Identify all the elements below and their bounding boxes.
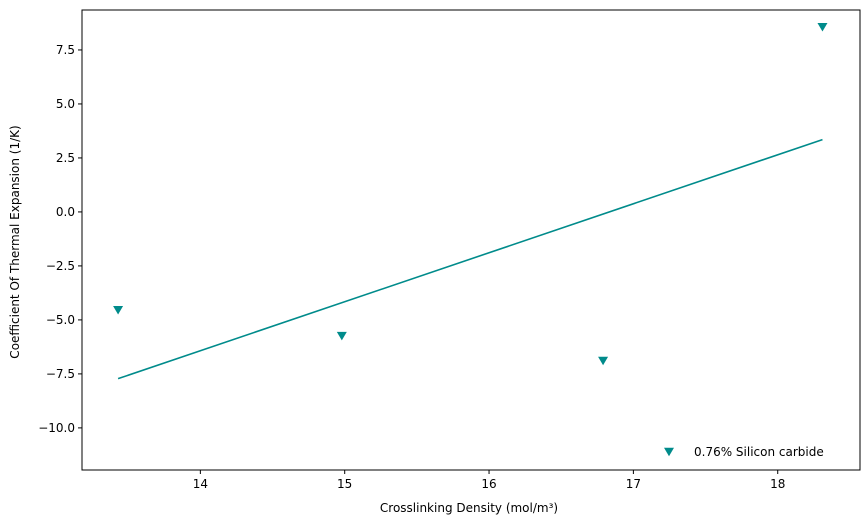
- y-axis-label: Coefficient Of Thermal Expansion (1/K): [8, 125, 22, 358]
- y-tick-label: −7.5: [46, 367, 75, 381]
- x-axis-ticks: 14 15 16 17 18: [193, 470, 785, 491]
- data-point: [598, 356, 609, 366]
- data-point: [113, 305, 124, 315]
- data-points: [113, 23, 828, 366]
- x-axis-label: Crosslinking Density (mol/m³): [380, 501, 558, 515]
- y-tick-label: 0.0: [56, 205, 75, 219]
- x-tick-label: 17: [626, 477, 641, 491]
- trend-line-group: [117, 138, 823, 380]
- data-point: [817, 23, 828, 32]
- x-tick-label: 14: [193, 477, 208, 491]
- plot-frame: [81, 9, 861, 471]
- x-tick-label: 18: [770, 477, 785, 491]
- y-tick-label: −10.0: [38, 421, 75, 435]
- y-axis-ticks: −10.0 −7.5 −5.0 −2.5 0.0 2.5 5.0 7.5: [38, 43, 82, 435]
- x-tick-label: 16: [481, 477, 496, 491]
- y-tick-label: 5.0: [56, 97, 75, 111]
- trend-line: [117, 138, 823, 380]
- y-tick-label: −2.5: [46, 259, 75, 273]
- y-tick-label: −5.0: [46, 313, 75, 327]
- data-point: [336, 331, 347, 341]
- axes-frame: [81, 9, 861, 471]
- legend-marker: [664, 447, 674, 457]
- legend-label: 0.76% Silicon carbide: [694, 445, 824, 459]
- legend: 0.76% Silicon carbide: [664, 445, 824, 459]
- x-tick-label: 15: [337, 477, 352, 491]
- y-tick-label: 2.5: [56, 151, 75, 165]
- y-tick-label: 7.5: [56, 43, 75, 57]
